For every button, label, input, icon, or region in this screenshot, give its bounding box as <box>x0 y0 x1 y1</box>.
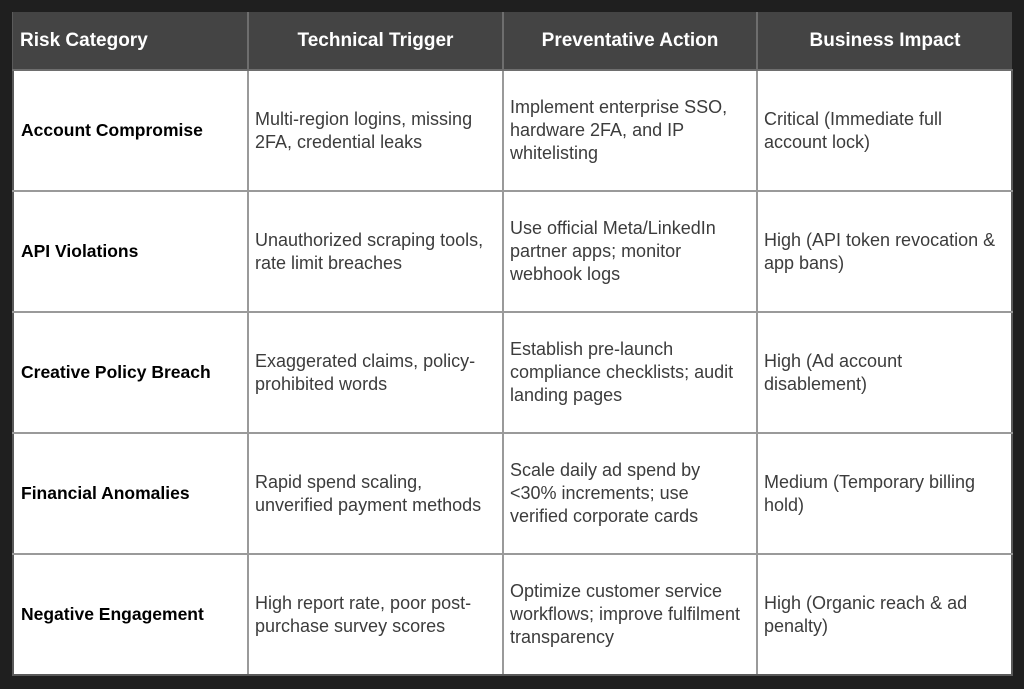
header-row: Risk Category Technical Trigger Preventa… <box>13 12 1012 71</box>
table-row: Financial Anomalies Rapid spend scaling,… <box>12 432 1013 555</box>
risk-category-cell: API Violations <box>12 190 249 313</box>
technical-trigger-cell: Rapid spend scaling, unverified payment … <box>247 432 504 555</box>
header-business-impact: Business Impact <box>757 12 1012 71</box>
preventative-action-cell: Implement enterprise SSO, hardware 2FA, … <box>502 69 758 192</box>
header-risk-category: Risk Category <box>13 12 249 71</box>
business-impact-cell: High (Organic reach & ad penalty) <box>756 553 1013 676</box>
header-preventative-action: Preventative Action <box>503 12 758 71</box>
risk-category-cell: Creative Policy Breach <box>12 311 249 434</box>
business-impact-cell: High (Ad account disablement) <box>756 311 1013 434</box>
risk-category-cell: Negative Engagement <box>12 553 249 676</box>
header-technical-trigger: Technical Trigger <box>248 12 504 71</box>
preventative-action-cell: Establish pre-launch compliance checklis… <box>502 311 758 434</box>
technical-trigger-cell: Multi-region logins, missing 2FA, creden… <box>247 69 504 192</box>
table-row: API Violations Unauthorized scraping too… <box>12 190 1013 313</box>
preventative-action-cell: Scale daily ad spend by <30% increments;… <box>502 432 758 555</box>
business-impact-cell: Medium (Temporary billing hold) <box>756 432 1013 555</box>
preventative-action-cell: Optimize customer service workflows; imp… <box>502 553 758 676</box>
technical-trigger-cell: Unauthorized scraping tools, rate limit … <box>247 190 504 313</box>
business-impact-cell: Critical (Immediate full account lock) <box>756 69 1013 192</box>
business-impact-cell: High (API token revocation & app bans) <box>756 190 1013 313</box>
risk-category-cell: Account Compromise <box>12 69 249 192</box>
risk-table: Risk Category Technical Trigger Preventa… <box>12 12 1013 676</box>
preventative-action-cell: Use official Meta/LinkedIn partner apps;… <box>502 190 758 313</box>
technical-trigger-cell: Exaggerated claims, policy-prohibited wo… <box>247 311 504 434</box>
table-row: Creative Policy Breach Exaggerated claim… <box>12 311 1013 434</box>
table-row: Account Compromise Multi-region logins, … <box>12 69 1013 192</box>
technical-trigger-cell: High report rate, poor post-purchase sur… <box>247 553 504 676</box>
table-row: Negative Engagement High report rate, po… <box>12 553 1013 676</box>
table-frame: Risk Category Technical Trigger Preventa… <box>12 12 1013 676</box>
risk-category-cell: Financial Anomalies <box>12 432 249 555</box>
